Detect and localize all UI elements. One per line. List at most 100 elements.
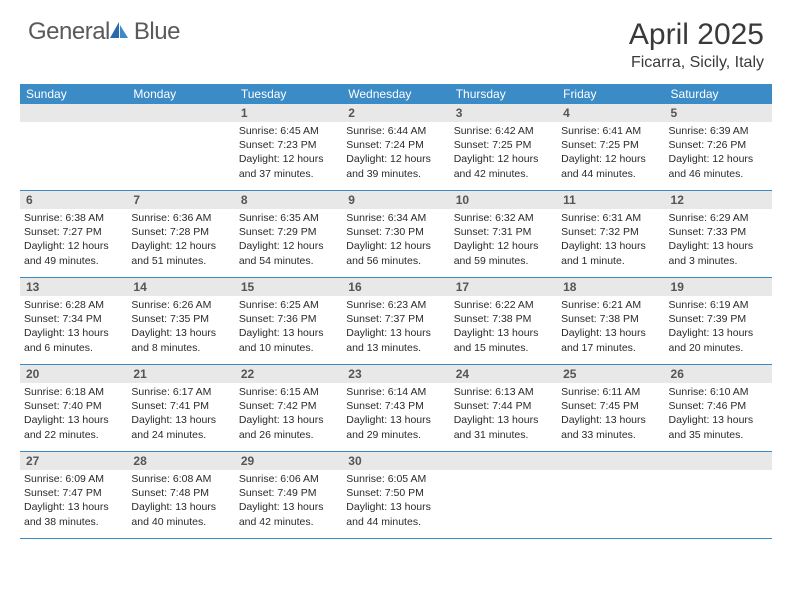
day-number: 15 (235, 278, 342, 296)
day-cell: 19Sunrise: 6:19 AMSunset: 7:39 PMDayligh… (665, 278, 772, 364)
day-body (127, 122, 234, 182)
day-body: Sunrise: 6:39 AMSunset: 7:26 PMDaylight:… (665, 122, 772, 185)
daylight-text: Daylight: 13 hours and 24 minutes. (131, 413, 230, 441)
sunset-text: Sunset: 7:40 PM (24, 399, 123, 413)
logo: General Blue (28, 18, 180, 46)
day-body: Sunrise: 6:17 AMSunset: 7:41 PMDaylight:… (127, 383, 234, 446)
daylight-text: Daylight: 12 hours and 59 minutes. (454, 239, 553, 267)
day-number: 22 (235, 365, 342, 383)
sunrise-text: Sunrise: 6:36 AM (131, 211, 230, 225)
day-cell: 17Sunrise: 6:22 AMSunset: 7:38 PMDayligh… (450, 278, 557, 364)
sunrise-text: Sunrise: 6:26 AM (131, 298, 230, 312)
day-cell: 23Sunrise: 6:14 AMSunset: 7:43 PMDayligh… (342, 365, 449, 451)
day-number (557, 452, 664, 470)
sunset-text: Sunset: 7:26 PM (669, 138, 768, 152)
day-body (450, 470, 557, 530)
sunset-text: Sunset: 7:31 PM (454, 225, 553, 239)
day-body: Sunrise: 6:38 AMSunset: 7:27 PMDaylight:… (20, 209, 127, 272)
weeks-container: 1Sunrise: 6:45 AMSunset: 7:23 PMDaylight… (20, 104, 772, 539)
sunset-text: Sunset: 7:45 PM (561, 399, 660, 413)
sunrise-text: Sunrise: 6:19 AM (669, 298, 768, 312)
day-cell: 21Sunrise: 6:17 AMSunset: 7:41 PMDayligh… (127, 365, 234, 451)
sunset-text: Sunset: 7:36 PM (239, 312, 338, 326)
day-cell: 8Sunrise: 6:35 AMSunset: 7:29 PMDaylight… (235, 191, 342, 277)
daylight-text: Daylight: 13 hours and 38 minutes. (24, 500, 123, 528)
daylight-text: Daylight: 13 hours and 20 minutes. (669, 326, 768, 354)
day-body: Sunrise: 6:36 AMSunset: 7:28 PMDaylight:… (127, 209, 234, 272)
sunset-text: Sunset: 7:46 PM (669, 399, 768, 413)
sunset-text: Sunset: 7:35 PM (131, 312, 230, 326)
week-row: 1Sunrise: 6:45 AMSunset: 7:23 PMDaylight… (20, 104, 772, 191)
day-number: 1 (235, 104, 342, 122)
day-cell: 4Sunrise: 6:41 AMSunset: 7:25 PMDaylight… (557, 104, 664, 190)
day-number: 28 (127, 452, 234, 470)
daylight-text: Daylight: 12 hours and 44 minutes. (561, 152, 660, 180)
sunrise-text: Sunrise: 6:44 AM (346, 124, 445, 138)
daylight-text: Daylight: 13 hours and 44 minutes. (346, 500, 445, 528)
sunrise-text: Sunrise: 6:06 AM (239, 472, 338, 486)
header: General Blue April 2025 Ficarra, Sicily,… (0, 0, 792, 80)
day-number: 7 (127, 191, 234, 209)
day-cell: 2Sunrise: 6:44 AMSunset: 7:24 PMDaylight… (342, 104, 449, 190)
day-cell-empty (20, 104, 127, 190)
sunrise-text: Sunrise: 6:28 AM (24, 298, 123, 312)
sunrise-text: Sunrise: 6:39 AM (669, 124, 768, 138)
sunrise-text: Sunrise: 6:17 AM (131, 385, 230, 399)
day-number: 25 (557, 365, 664, 383)
day-number: 27 (20, 452, 127, 470)
day-number: 26 (665, 365, 772, 383)
day-body: Sunrise: 6:09 AMSunset: 7:47 PMDaylight:… (20, 470, 127, 533)
day-number: 23 (342, 365, 449, 383)
day-cell: 1Sunrise: 6:45 AMSunset: 7:23 PMDaylight… (235, 104, 342, 190)
week-row: 6Sunrise: 6:38 AMSunset: 7:27 PMDaylight… (20, 191, 772, 278)
logo-text-general: General (28, 18, 110, 46)
sunset-text: Sunset: 7:49 PM (239, 486, 338, 500)
logo-text-blue: Blue (134, 18, 180, 46)
day-number (20, 104, 127, 122)
day-number: 11 (557, 191, 664, 209)
sunrise-text: Sunrise: 6:11 AM (561, 385, 660, 399)
sunrise-text: Sunrise: 6:13 AM (454, 385, 553, 399)
daylight-text: Daylight: 12 hours and 54 minutes. (239, 239, 338, 267)
day-number: 5 (665, 104, 772, 122)
weekday-header: Friday (557, 84, 664, 104)
weekday-header: Wednesday (342, 84, 449, 104)
day-cell: 27Sunrise: 6:09 AMSunset: 7:47 PMDayligh… (20, 452, 127, 538)
day-number: 9 (342, 191, 449, 209)
sunrise-text: Sunrise: 6:21 AM (561, 298, 660, 312)
daylight-text: Daylight: 13 hours and 26 minutes. (239, 413, 338, 441)
day-body: Sunrise: 6:21 AMSunset: 7:38 PMDaylight:… (557, 296, 664, 359)
sunset-text: Sunset: 7:50 PM (346, 486, 445, 500)
sunrise-text: Sunrise: 6:45 AM (239, 124, 338, 138)
daylight-text: Daylight: 13 hours and 1 minute. (561, 239, 660, 267)
day-cell: 26Sunrise: 6:10 AMSunset: 7:46 PMDayligh… (665, 365, 772, 451)
sunset-text: Sunset: 7:42 PM (239, 399, 338, 413)
day-cell: 3Sunrise: 6:42 AMSunset: 7:25 PMDaylight… (450, 104, 557, 190)
day-cell: 13Sunrise: 6:28 AMSunset: 7:34 PMDayligh… (20, 278, 127, 364)
daylight-text: Daylight: 13 hours and 6 minutes. (24, 326, 123, 354)
day-number: 6 (20, 191, 127, 209)
day-number: 12 (665, 191, 772, 209)
day-number: 30 (342, 452, 449, 470)
day-cell: 16Sunrise: 6:23 AMSunset: 7:37 PMDayligh… (342, 278, 449, 364)
day-number: 2 (342, 104, 449, 122)
day-body: Sunrise: 6:25 AMSunset: 7:36 PMDaylight:… (235, 296, 342, 359)
day-cell: 30Sunrise: 6:05 AMSunset: 7:50 PMDayligh… (342, 452, 449, 538)
day-body: Sunrise: 6:32 AMSunset: 7:31 PMDaylight:… (450, 209, 557, 272)
sunrise-text: Sunrise: 6:29 AM (669, 211, 768, 225)
day-body: Sunrise: 6:08 AMSunset: 7:48 PMDaylight:… (127, 470, 234, 533)
sunset-text: Sunset: 7:44 PM (454, 399, 553, 413)
daylight-text: Daylight: 13 hours and 13 minutes. (346, 326, 445, 354)
sunrise-text: Sunrise: 6:32 AM (454, 211, 553, 225)
day-cell: 11Sunrise: 6:31 AMSunset: 7:32 PMDayligh… (557, 191, 664, 277)
day-body: Sunrise: 6:41 AMSunset: 7:25 PMDaylight:… (557, 122, 664, 185)
daylight-text: Daylight: 12 hours and 37 minutes. (239, 152, 338, 180)
sunrise-text: Sunrise: 6:25 AM (239, 298, 338, 312)
sunrise-text: Sunrise: 6:35 AM (239, 211, 338, 225)
day-body: Sunrise: 6:14 AMSunset: 7:43 PMDaylight:… (342, 383, 449, 446)
sunset-text: Sunset: 7:33 PM (669, 225, 768, 239)
day-cell: 5Sunrise: 6:39 AMSunset: 7:26 PMDaylight… (665, 104, 772, 190)
sunrise-text: Sunrise: 6:34 AM (346, 211, 445, 225)
day-number: 10 (450, 191, 557, 209)
day-body: Sunrise: 6:13 AMSunset: 7:44 PMDaylight:… (450, 383, 557, 446)
